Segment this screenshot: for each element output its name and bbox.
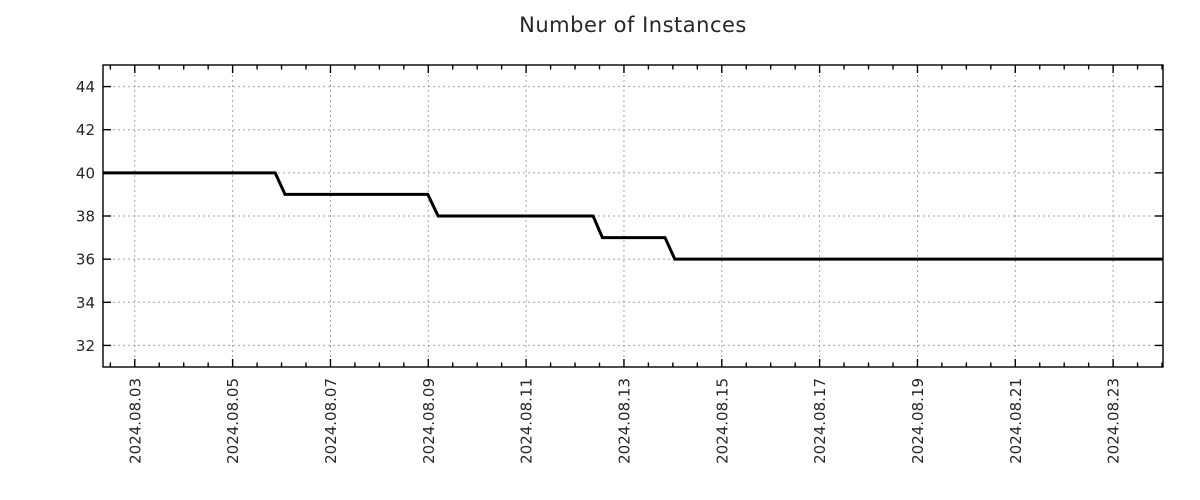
y-tick-label: 38 <box>76 208 95 226</box>
x-tick-label: 2024.08.07 <box>322 378 340 464</box>
y-tick-label: 40 <box>76 164 95 182</box>
x-tick-label: 2024.08.03 <box>126 378 144 464</box>
y-tick-label: 36 <box>76 251 95 269</box>
y-tick-label: 32 <box>76 337 95 355</box>
x-tick-label: 2024.08.15 <box>713 378 731 464</box>
x-tick-label: 2024.08.23 <box>1105 378 1123 464</box>
y-tick-label: 34 <box>76 294 95 312</box>
x-tick-label: 2024.08.17 <box>811 378 829 464</box>
x-tick-label: 2024.08.09 <box>420 378 438 464</box>
x-tick-label: 2024.08.19 <box>909 378 927 464</box>
y-tick-label: 44 <box>76 78 95 96</box>
y-tick-label: 42 <box>76 121 95 139</box>
data-line-number-of-instances <box>103 171 1163 261</box>
chart-title: Number of Instances <box>519 13 747 37</box>
x-tick-label: 2024.08.11 <box>518 378 536 464</box>
x-tick-label: 2024.08.13 <box>615 378 633 464</box>
x-tick-label: 2024.08.21 <box>1007 378 1025 464</box>
x-tick-label: 2024.08.05 <box>224 378 242 464</box>
